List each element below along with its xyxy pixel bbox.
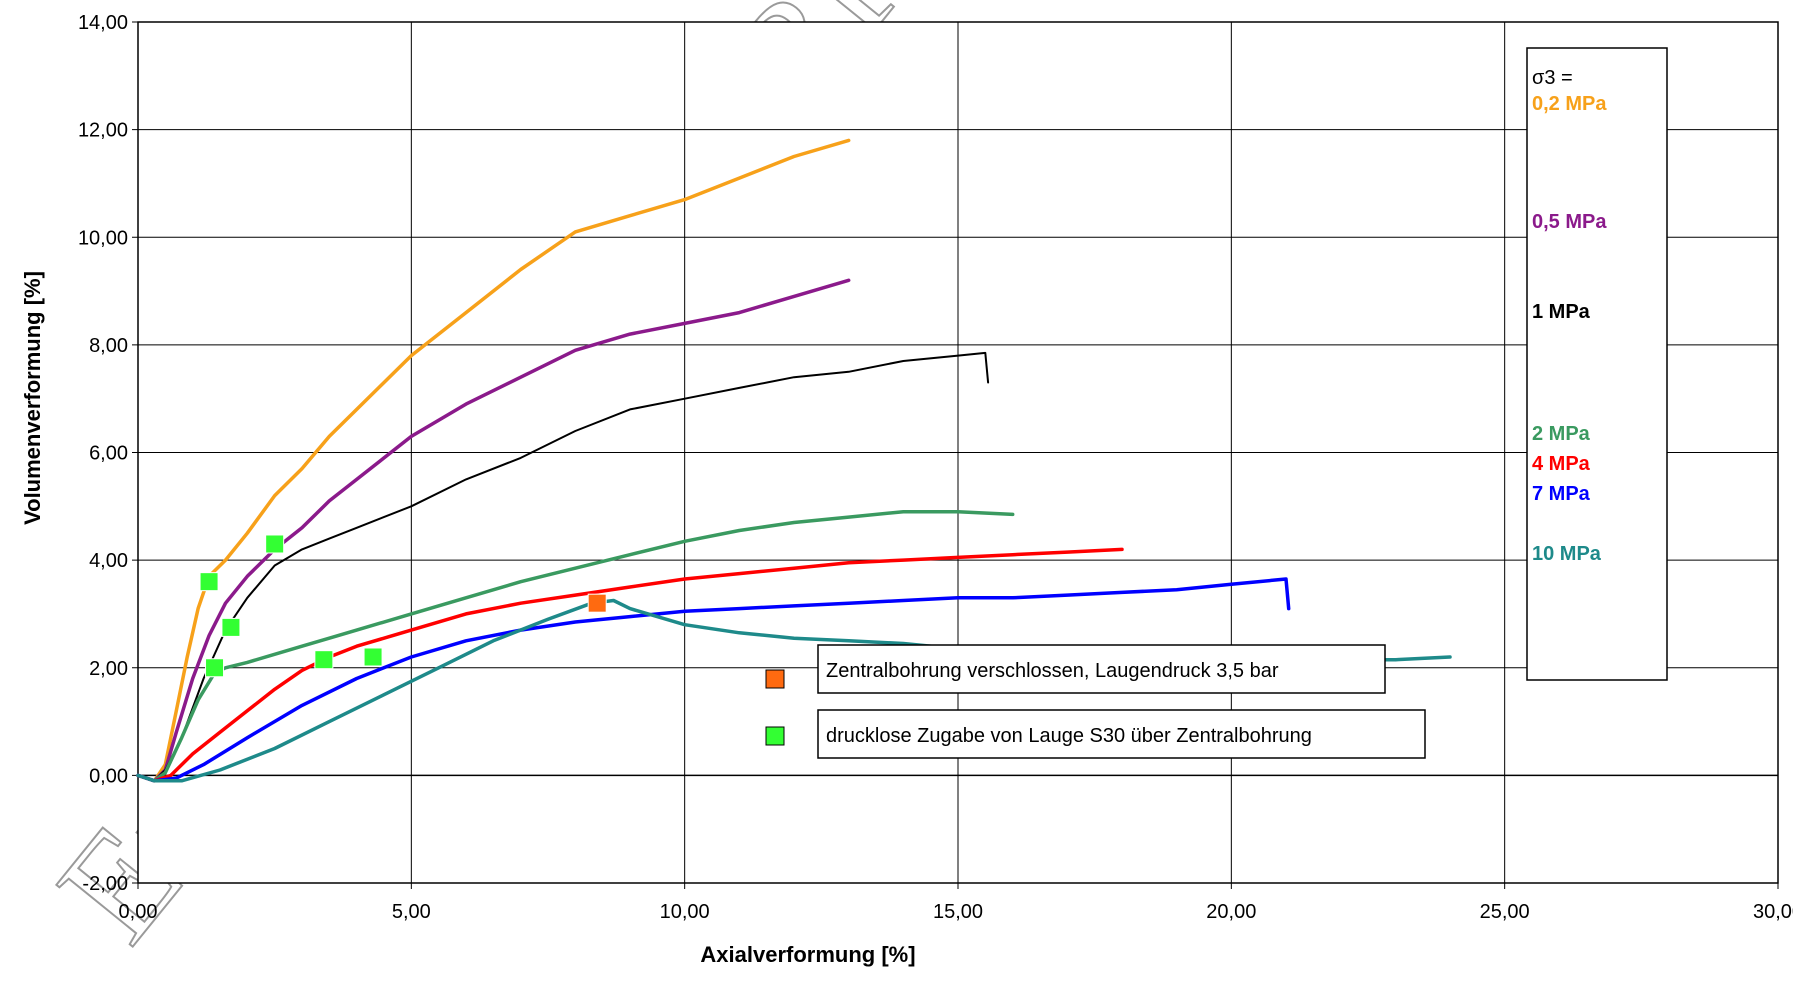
annotation-text: drucklose Zugabe von Lauge S30 über Zent… bbox=[826, 725, 1312, 747]
series-line-6 bbox=[136, 577, 1291, 783]
y-tick-label: 0,00 bbox=[89, 765, 128, 787]
legend-entry: 4 MPa bbox=[1532, 453, 1591, 475]
legend-title: σ3 = bbox=[1532, 67, 1573, 89]
legend-entry: 1 MPa bbox=[1532, 301, 1591, 323]
green-square-key bbox=[765, 726, 785, 746]
legend-entry: 7 MPa bbox=[1532, 483, 1591, 505]
x-tick-label: 0,00 bbox=[119, 901, 158, 923]
series-line-5 bbox=[136, 547, 1124, 783]
x-axis-label: Axialverformung [%] bbox=[700, 942, 915, 967]
annotation-box bbox=[817, 644, 1386, 694]
orange-square-key bbox=[765, 669, 785, 689]
series-line-2 bbox=[136, 278, 851, 783]
x-tick-label: 15,00 bbox=[933, 901, 983, 923]
green-square-marker bbox=[363, 647, 383, 667]
green-square-marker bbox=[205, 658, 225, 678]
legend-entry: 2 MPa bbox=[1532, 423, 1591, 445]
y-tick-label: 14,00 bbox=[78, 12, 128, 34]
y-tick-label: 6,00 bbox=[89, 443, 128, 465]
y-tick-label: 12,00 bbox=[78, 120, 128, 142]
y-tick-label: -2,00 bbox=[82, 873, 128, 895]
legend-entry: 0,2 MPa bbox=[1532, 93, 1607, 115]
green-square-marker bbox=[314, 650, 334, 670]
green-square-marker bbox=[199, 572, 219, 592]
series-line-1 bbox=[136, 138, 851, 783]
annotation-text: Zentralbohrung verschlossen, Laugendruck… bbox=[826, 660, 1279, 682]
y-axis-label: Volumenverformung [%] bbox=[20, 271, 45, 525]
legend: σ3 = 0,2 MPa 0,5 MPa 1 MPa 2 MPa 4 MPa 7 MPa 1… bbox=[1526, 47, 1668, 681]
legend-entry: 10 MPa bbox=[1532, 543, 1602, 565]
x-tick-label: 25,00 bbox=[1480, 901, 1530, 923]
legend-box bbox=[1526, 47, 1668, 681]
annotations: Zentralbohrung verschlossen, Laugendruck… bbox=[765, 644, 1426, 759]
y-tick-label: 8,00 bbox=[89, 335, 128, 357]
y-axis-ticks: -2,00 0,00 2,00 4,00 6,00 8,00 10,00 12,00 14,00 bbox=[78, 12, 138, 895]
x-tick-label: 20,00 bbox=[1206, 901, 1256, 923]
x-axis-ticks: 0,00 5,00 10,00 15,00 20,00 25,00 30,00 bbox=[119, 883, 1793, 923]
marker-layer bbox=[199, 534, 607, 678]
x-tick-label: 30,00 bbox=[1753, 901, 1793, 923]
legend-entry: 0,5 MPa bbox=[1532, 211, 1607, 233]
y-tick-label: 10,00 bbox=[78, 227, 128, 249]
green-square-marker bbox=[265, 534, 285, 554]
series-line-3 bbox=[137, 351, 990, 782]
x-tick-label: 5,00 bbox=[392, 901, 431, 923]
annotation-box bbox=[817, 709, 1426, 759]
y-tick-label: 4,00 bbox=[89, 550, 128, 572]
x-tick-label: 10,00 bbox=[660, 901, 710, 923]
green-square-marker bbox=[221, 617, 241, 637]
series-line-4 bbox=[136, 509, 1015, 783]
y-tick-label: 2,00 bbox=[89, 658, 128, 680]
orange-square-marker bbox=[587, 593, 607, 613]
